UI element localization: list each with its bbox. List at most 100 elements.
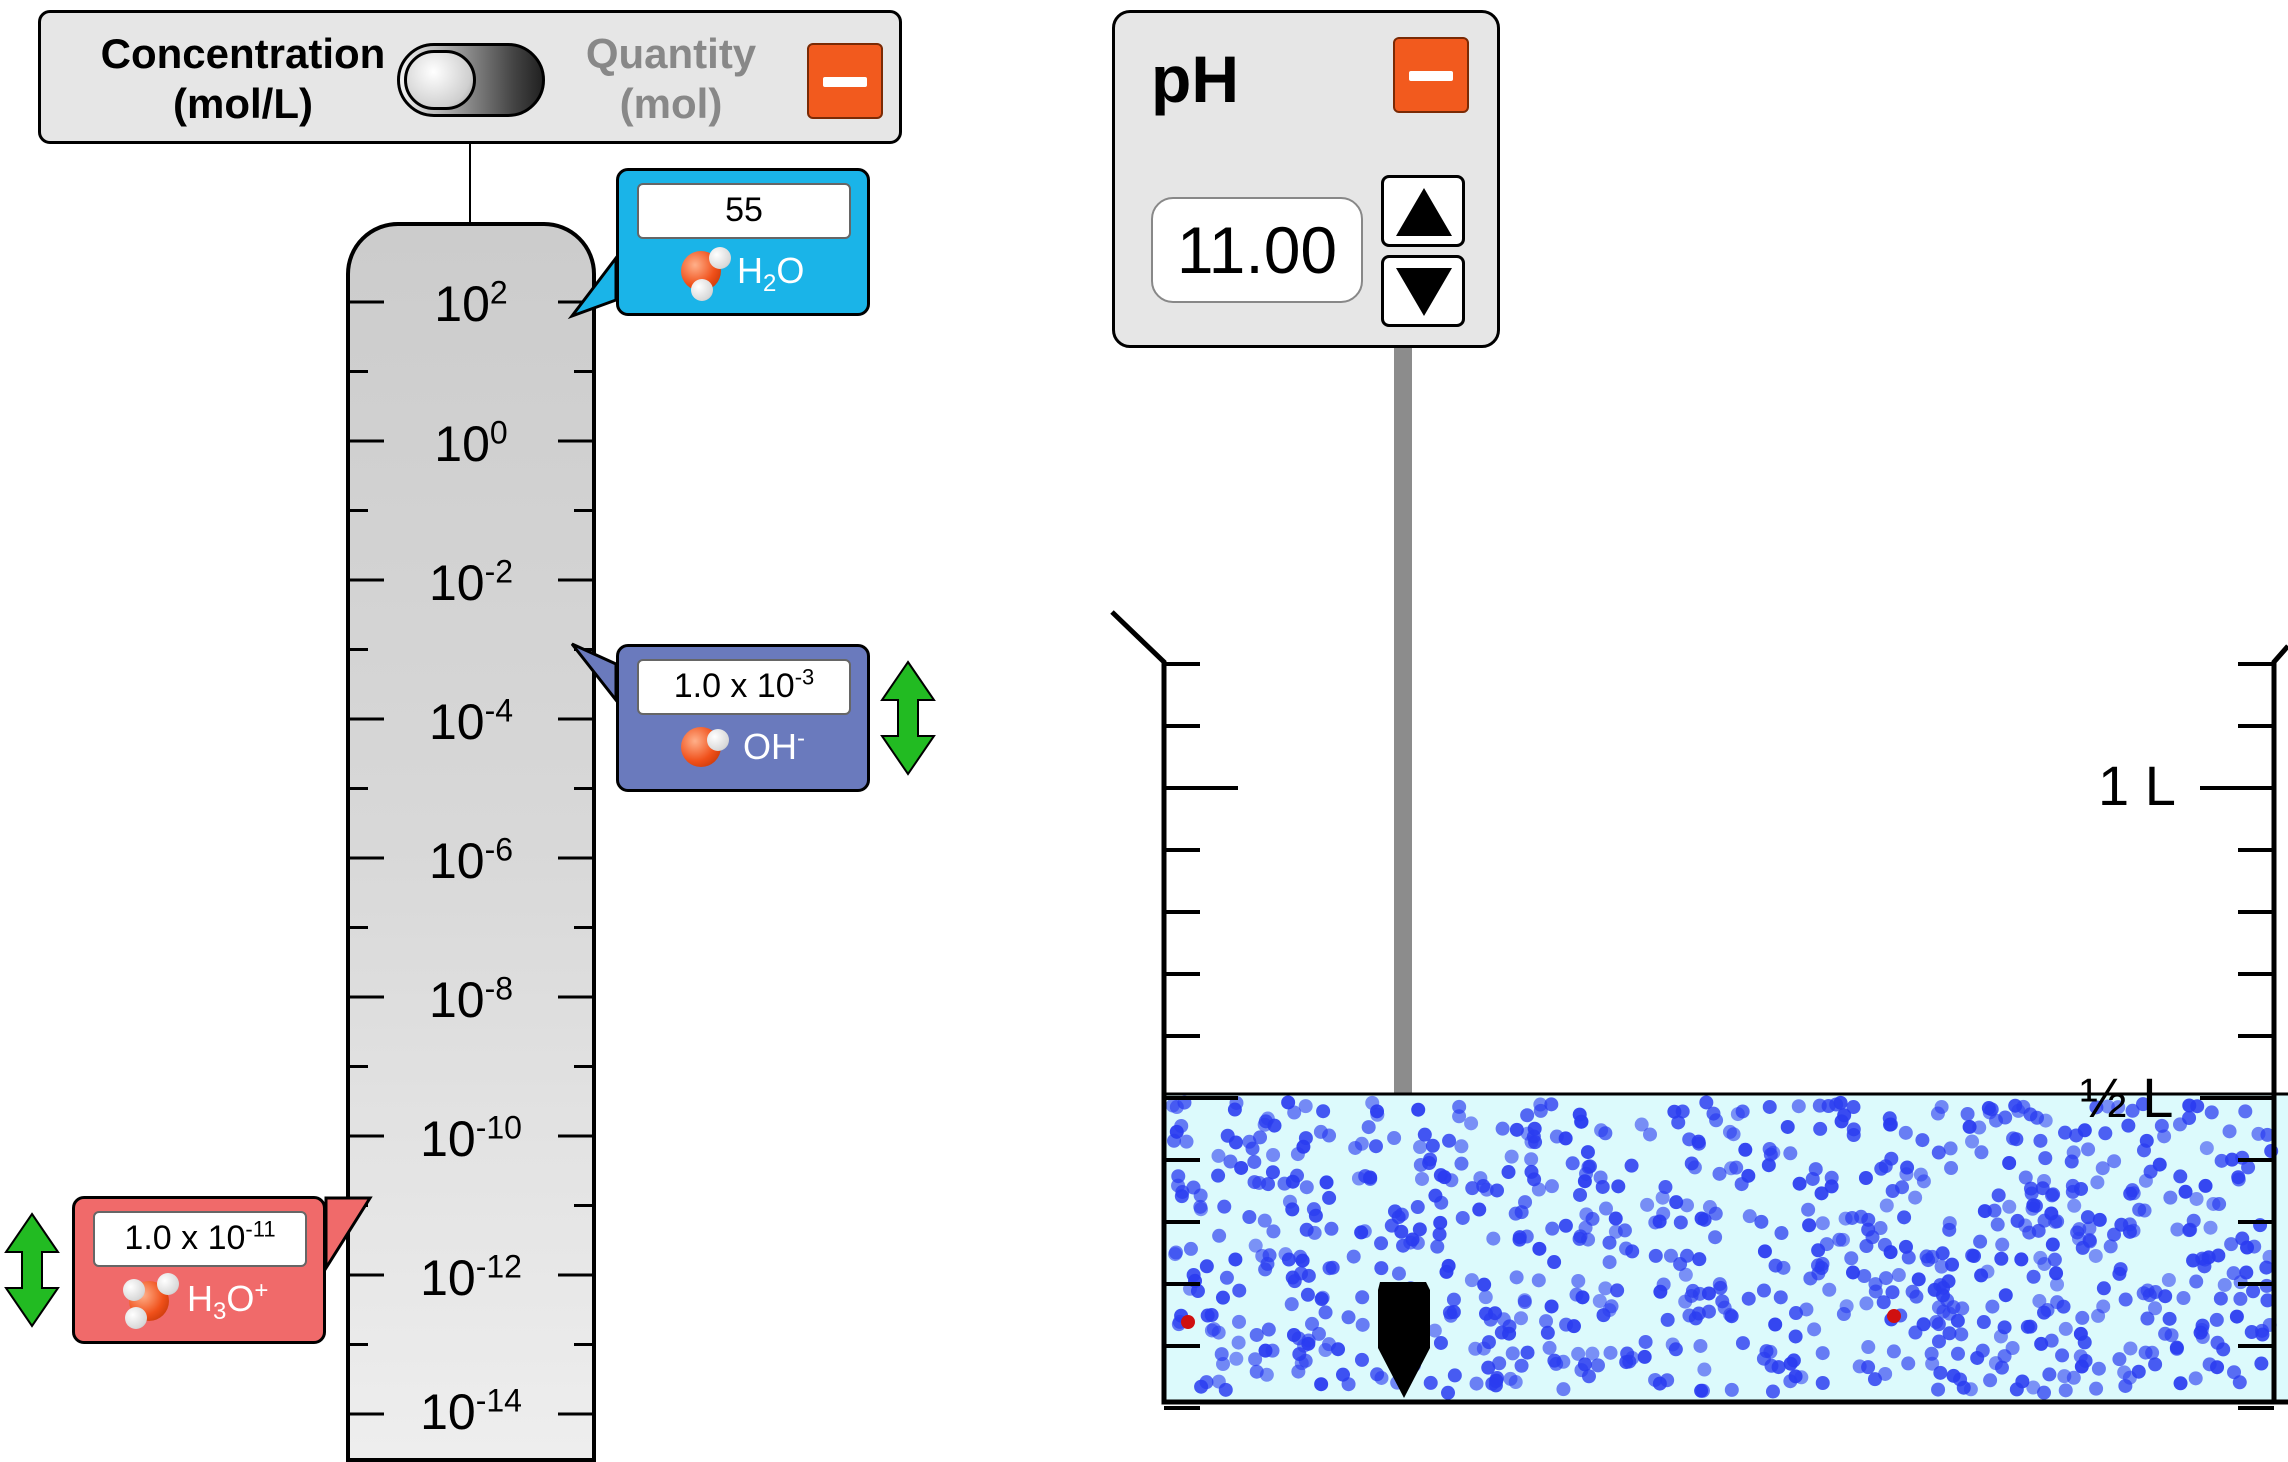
tick-label-10e0: 100 bbox=[434, 414, 508, 472]
oh-particle bbox=[1234, 1160, 1249, 1175]
oh-particle bbox=[1452, 1099, 1467, 1114]
oh-particle bbox=[2005, 1341, 2020, 1356]
oh-concentration-callout[interactable]: 1.0 x 10-3 OH- bbox=[616, 644, 870, 792]
oh-particle bbox=[2125, 1103, 2140, 1118]
oh-particle bbox=[1924, 1346, 1939, 1361]
oh-particle bbox=[1413, 1140, 1428, 1155]
oh-particle bbox=[1532, 1241, 1547, 1256]
oh-particle bbox=[1354, 1352, 1369, 1367]
oh-particle bbox=[2066, 1370, 2081, 1385]
oh-particle bbox=[1941, 1274, 1956, 1289]
oh-particle bbox=[1281, 1095, 1296, 1110]
concentration-units-label[interactable]: Concentration (mol/L) bbox=[75, 29, 411, 129]
oh-particle bbox=[1547, 1255, 1562, 1270]
oh-particle bbox=[1314, 1377, 1329, 1392]
oh-particle bbox=[1566, 1319, 1581, 1334]
oh-particle bbox=[2112, 1352, 2127, 1367]
oh-particle bbox=[2197, 1259, 2212, 1274]
oh-particle bbox=[1577, 1174, 1592, 1189]
oh-particle bbox=[1712, 1277, 1727, 1292]
oh-particle bbox=[1973, 1234, 1988, 1249]
oh-particle bbox=[1544, 1179, 1559, 1194]
oh-particle bbox=[1945, 1257, 1960, 1272]
oh-particle bbox=[1220, 1128, 1235, 1143]
units-toggle-switch[interactable] bbox=[397, 43, 545, 117]
oh-particle bbox=[1311, 1326, 1326, 1341]
collapse-ph-meter-button[interactable] bbox=[1393, 37, 1469, 113]
oh-particle bbox=[1807, 1322, 1822, 1337]
oh-particle bbox=[1868, 1277, 1883, 1292]
toggle-knob[interactable] bbox=[404, 50, 476, 110]
oh-particle bbox=[1665, 1337, 1680, 1352]
oh-particle bbox=[1861, 1340, 1876, 1355]
collapse-graph-button[interactable] bbox=[807, 43, 883, 119]
oh-particle bbox=[2047, 1252, 2062, 1267]
oh-particle bbox=[2172, 1117, 2187, 1132]
h3o-drag-arrow-icon[interactable] bbox=[2, 1212, 62, 1328]
oh-particle bbox=[2260, 1293, 2275, 1308]
oh-particle bbox=[2216, 1342, 2231, 1357]
oh-particle bbox=[1791, 1099, 1806, 1114]
oh-particle bbox=[1370, 1367, 1385, 1382]
oh-particle bbox=[1898, 1125, 1913, 1140]
oh-particle bbox=[2074, 1359, 2089, 1374]
oh-particle bbox=[1374, 1236, 1389, 1251]
oh-particle bbox=[2089, 1100, 2104, 1115]
oh-particle bbox=[1836, 1307, 1851, 1322]
quantity-units-label[interactable]: Quantity (mol) bbox=[561, 29, 781, 129]
oh-particle bbox=[2210, 1360, 2225, 1375]
ph-value-display[interactable]: 11.00 bbox=[1151, 197, 1363, 303]
oh-particle bbox=[1780, 1119, 1795, 1134]
tick-label-10e-10: 10-10 bbox=[420, 1109, 522, 1167]
oh-particle bbox=[1479, 1306, 1494, 1321]
oh-particle bbox=[2154, 1118, 2169, 1133]
oh-particle bbox=[1217, 1199, 1232, 1214]
oh-particle bbox=[1517, 1293, 1532, 1308]
oh-particle bbox=[2056, 1299, 2071, 1314]
oh-particle bbox=[1991, 1188, 2006, 1203]
oh-particle bbox=[2037, 1256, 2052, 1271]
oh-particle bbox=[1773, 1290, 1788, 1305]
oh-particle bbox=[2064, 1154, 2079, 1169]
ph-decrease-button[interactable] bbox=[1381, 255, 1465, 327]
oh-particle bbox=[1702, 1200, 1717, 1215]
oh-particle bbox=[1905, 1284, 1920, 1299]
oh-drag-arrow-icon[interactable] bbox=[878, 660, 938, 776]
oh-particle bbox=[1671, 1115, 1686, 1130]
oh-particle bbox=[1692, 1252, 1707, 1267]
oh-particle bbox=[1774, 1226, 1789, 1241]
oh-particle bbox=[1602, 1255, 1617, 1270]
oh-particle bbox=[1811, 1258, 1826, 1273]
oh-particle bbox=[2140, 1311, 2155, 1326]
oh-particle bbox=[1454, 1156, 1469, 1171]
oh-particle bbox=[2033, 1133, 2048, 1148]
oh-particle bbox=[2138, 1345, 2153, 1360]
oh-particle bbox=[1581, 1232, 1596, 1247]
oh-particle bbox=[1527, 1121, 1542, 1136]
oh-particle bbox=[1974, 1268, 1989, 1283]
h3o-hydrogen-b bbox=[157, 1273, 179, 1295]
ph-meter-title: pH bbox=[1151, 42, 1239, 116]
oh-particle bbox=[1261, 1322, 1276, 1337]
oh-particle bbox=[1524, 1134, 1539, 1149]
h2o-concentration-callout: 55 H2O bbox=[616, 168, 870, 316]
oh-particle bbox=[1322, 1261, 1337, 1276]
oh-particle bbox=[1441, 1385, 1456, 1400]
oh-particle bbox=[1619, 1241, 1634, 1256]
oh-particle bbox=[1579, 1207, 1594, 1222]
ph-increase-button[interactable] bbox=[1381, 175, 1465, 247]
h3o-concentration-callout[interactable]: 1.0 x 10-11 H3O+ bbox=[72, 1196, 326, 1344]
oh-particle bbox=[2077, 1335, 2092, 1350]
oh-particle bbox=[2139, 1133, 2154, 1148]
oh-particle bbox=[1265, 1165, 1280, 1180]
oh-particle bbox=[2255, 1327, 2270, 1342]
oh-particle bbox=[1556, 1382, 1571, 1397]
oh-particle bbox=[2075, 1310, 2090, 1325]
oh-particle bbox=[2095, 1161, 2110, 1176]
oh-particle bbox=[1301, 1333, 1316, 1348]
oh-particle bbox=[1394, 1207, 1409, 1222]
oh-particle bbox=[1509, 1270, 1524, 1285]
oh-particle bbox=[2044, 1206, 2059, 1221]
oh-particle bbox=[1599, 1201, 1614, 1216]
oh-particle bbox=[1822, 1282, 1837, 1297]
